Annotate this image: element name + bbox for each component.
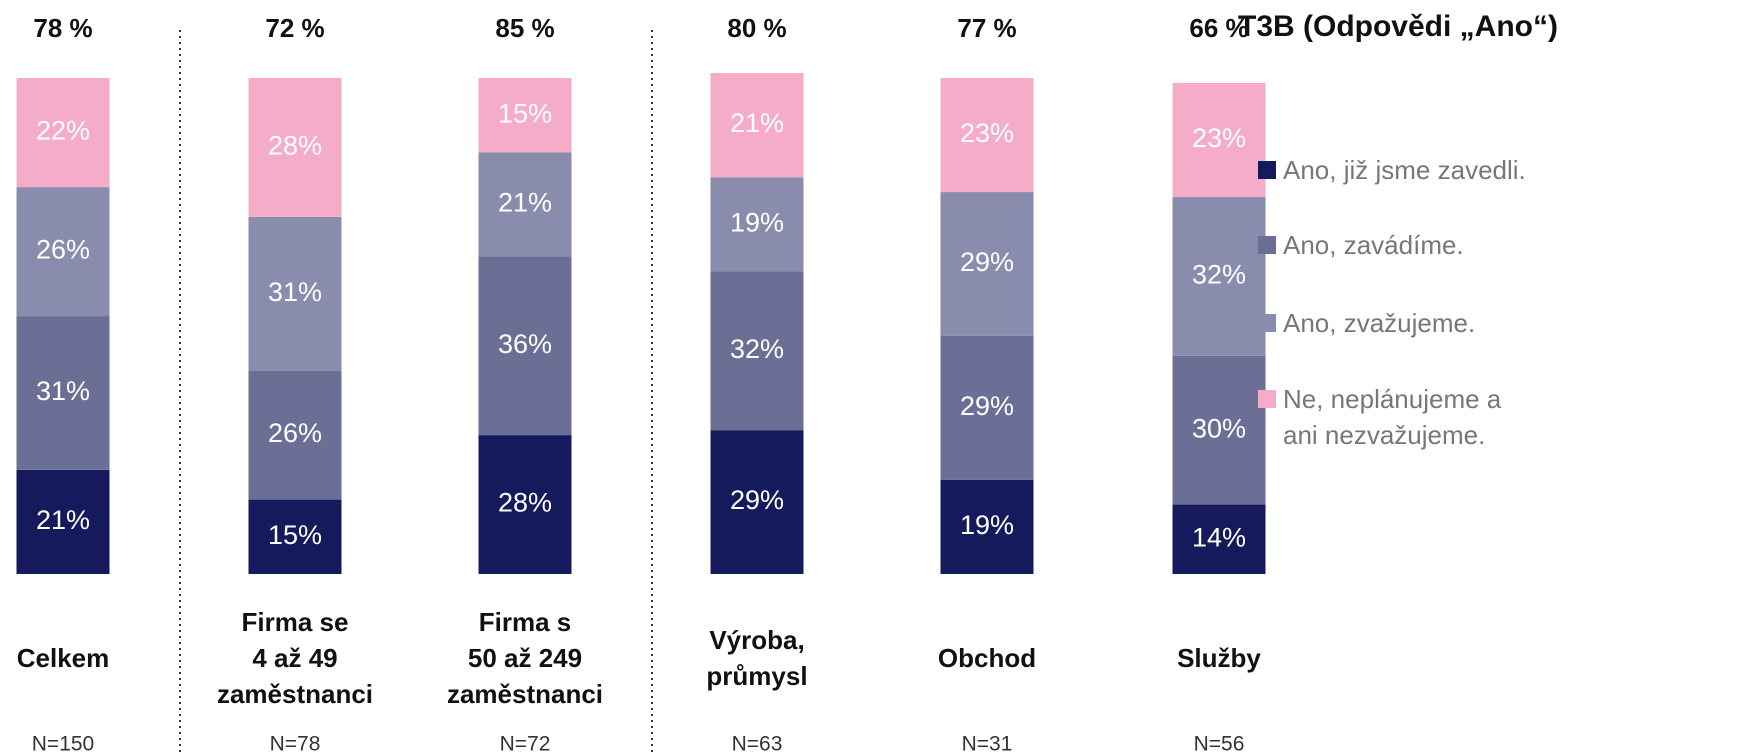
legend-swatch bbox=[1258, 236, 1276, 254]
bar-segment bbox=[248, 499, 342, 574]
bar-segment bbox=[478, 435, 572, 574]
value-label: 23% bbox=[960, 118, 1014, 148]
bar-segment bbox=[710, 430, 804, 574]
category-label: zaměstnanci bbox=[447, 679, 603, 709]
bar-segment bbox=[248, 216, 342, 371]
value-label: 14% bbox=[1192, 522, 1246, 552]
legend-title: T3B (Odpovědi „Ano“) bbox=[1238, 10, 1558, 43]
total-label: 80 % bbox=[727, 13, 786, 43]
legend-text: Ne, neplánujeme a ani nezvažujeme. bbox=[1283, 384, 1502, 450]
category-label: Výroba, bbox=[709, 625, 804, 655]
bar-segment bbox=[710, 73, 804, 178]
bar-segment bbox=[16, 187, 110, 317]
total-label: 85 % bbox=[495, 13, 554, 43]
bar-segment bbox=[1172, 504, 1266, 574]
value-label: 21% bbox=[498, 188, 552, 218]
value-label: 26% bbox=[268, 418, 322, 448]
bar-segment bbox=[248, 78, 342, 217]
value-label: 19% bbox=[960, 510, 1014, 540]
n-label: N=78 bbox=[270, 733, 321, 755]
legend-text: Ano, již jsme zavedli. bbox=[1283, 155, 1526, 185]
legend-item: Ano, zavádíme. bbox=[1258, 227, 1538, 263]
category-label: zaměstnanci bbox=[217, 679, 373, 709]
value-label: 26% bbox=[36, 235, 90, 265]
bar-segment bbox=[710, 177, 804, 272]
bar-segment bbox=[248, 370, 342, 500]
bar-segment bbox=[940, 335, 1034, 480]
legend-item: Ano, zvažujeme. bbox=[1258, 305, 1538, 341]
legend-swatch bbox=[1258, 161, 1276, 179]
category-label: průmysl bbox=[706, 661, 807, 691]
total-label: 72 % bbox=[265, 13, 324, 43]
n-label: N=56 bbox=[1194, 733, 1245, 755]
bar-segment bbox=[16, 469, 110, 574]
legend-text: Ano, zavádíme. bbox=[1283, 230, 1464, 260]
n-label: N=72 bbox=[500, 733, 551, 755]
legend-text: Ano, zvažujeme. bbox=[1283, 308, 1476, 338]
value-label: 36% bbox=[498, 329, 552, 359]
category-label: Firma s bbox=[479, 607, 572, 637]
value-label: 29% bbox=[960, 247, 1014, 277]
value-label: 28% bbox=[268, 131, 322, 161]
category-label: 4 až 49 bbox=[252, 643, 337, 673]
legend-swatch bbox=[1258, 390, 1276, 408]
bar-segment bbox=[1172, 355, 1266, 505]
bar-segment bbox=[940, 479, 1034, 574]
category-label: Celkem bbox=[17, 643, 110, 673]
bar-segment bbox=[1172, 82, 1266, 198]
value-label: 15% bbox=[268, 520, 322, 550]
bar-segment bbox=[16, 78, 110, 188]
category-label: Firma se bbox=[242, 607, 349, 637]
legend-item: Ano, již jsme zavedli. bbox=[1258, 152, 1538, 188]
value-label: 29% bbox=[960, 391, 1014, 421]
value-label: 21% bbox=[730, 108, 784, 138]
bar-segment bbox=[710, 271, 804, 431]
n-label: N=63 bbox=[732, 733, 783, 755]
value-label: 30% bbox=[1192, 413, 1246, 443]
bar-segment bbox=[478, 256, 572, 436]
total-label: 77 % bbox=[957, 13, 1016, 43]
value-label: 31% bbox=[36, 376, 90, 406]
bar-segment bbox=[478, 78, 572, 153]
value-label: 23% bbox=[1192, 123, 1246, 153]
value-label: 22% bbox=[36, 116, 90, 146]
category-label: Obchod bbox=[938, 643, 1036, 673]
bar-segment bbox=[16, 316, 110, 470]
value-label: 21% bbox=[36, 505, 90, 535]
n-label: N=31 bbox=[962, 733, 1013, 755]
value-label: 15% bbox=[498, 98, 552, 128]
bar-segment bbox=[478, 152, 572, 257]
category-label: Služby bbox=[1177, 643, 1261, 673]
bar-segment bbox=[940, 78, 1034, 193]
value-label: 28% bbox=[498, 488, 552, 518]
value-label: 32% bbox=[1192, 260, 1246, 290]
total-label: 78 % bbox=[33, 13, 92, 43]
bar-segment bbox=[1172, 197, 1266, 356]
value-label: 31% bbox=[268, 277, 322, 307]
value-label: 29% bbox=[730, 485, 784, 515]
n-label: N=150 bbox=[32, 733, 94, 755]
value-label: 32% bbox=[730, 334, 784, 364]
legend-swatch bbox=[1258, 314, 1276, 332]
legend-item: Ne, neplánujeme a ani nezvažujeme. bbox=[1258, 381, 1538, 453]
bar-segment bbox=[940, 192, 1034, 336]
category-label: 50 až 249 bbox=[468, 643, 582, 673]
total-label: 66 % bbox=[1189, 13, 1248, 43]
value-label: 19% bbox=[730, 207, 784, 237]
